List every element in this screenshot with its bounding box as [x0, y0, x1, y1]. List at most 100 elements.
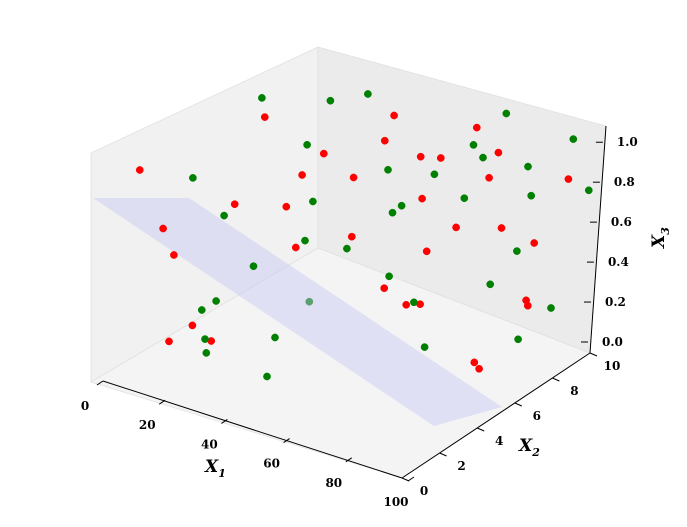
scatter-point [271, 333, 279, 342]
x-tick-mark [221, 418, 228, 424]
z-tick-label: 0.2 [605, 295, 626, 309]
scatter-point [201, 335, 209, 343]
scatter-point [230, 200, 239, 209]
scatter-point [584, 186, 593, 195]
scatter-point [388, 208, 397, 217]
scatter-point [410, 298, 418, 307]
scatter-point [301, 236, 309, 245]
y-tick-mark [439, 452, 447, 457]
scatter-point [249, 262, 258, 271]
scatter-point [165, 337, 173, 346]
scatter-point [384, 165, 392, 174]
scatter-point [220, 211, 228, 220]
scatter-point [436, 154, 445, 162]
scatter-point [305, 297, 314, 306]
scatter-point [524, 162, 532, 171]
scatter-point [309, 197, 317, 206]
scatter-point [502, 109, 511, 118]
x-tick-mark [158, 399, 166, 405]
scatter-point [402, 300, 411, 309]
scatter-point [470, 358, 479, 367]
scatter-point [343, 244, 351, 253]
scatter-point [197, 306, 206, 314]
x-axis-label-sub: 1 [218, 467, 226, 480]
x-tick-label: 40 [201, 437, 218, 451]
scatter-point [472, 123, 481, 132]
scatter-point [564, 175, 573, 183]
scatter-point [364, 90, 372, 98]
scatter-point [514, 335, 522, 344]
x-tick-mark [96, 380, 104, 386]
scatter-point [452, 223, 460, 232]
separating-plane [93, 198, 502, 426]
z-axis-label: X3 [649, 227, 672, 249]
z-axis-label-sub: 3 [659, 227, 672, 235]
scatter-point [347, 232, 356, 241]
z-tick-label: 1.0 [617, 135, 638, 149]
scatter-point [418, 194, 426, 203]
scatter-point [569, 135, 578, 143]
scatter-point [486, 280, 495, 289]
scatter-point [385, 272, 393, 281]
scatter-point [390, 111, 398, 120]
x-tick-label: 20 [139, 418, 156, 432]
scatter-point [494, 148, 503, 157]
z-axis-line [589, 125, 607, 354]
x-tick-label: 0 [81, 399, 89, 413]
scatter-point [422, 247, 431, 256]
scatter-point [469, 141, 478, 149]
y-axis-label: X2 [518, 436, 540, 459]
scatter-point [298, 171, 306, 179]
y-tick-label: 6 [533, 409, 541, 423]
x-axis-label: X1 [204, 457, 226, 480]
scatter-point [202, 349, 211, 357]
scatter-point [212, 297, 220, 305]
z-tick-label: 0.0 [602, 335, 623, 349]
scatter-point [263, 372, 271, 381]
z-tick-label: 0.4 [608, 255, 629, 269]
y-tick-mark [477, 427, 485, 432]
scatter-point [380, 284, 389, 293]
x-axis-line [102, 380, 403, 479]
scatter-point [397, 201, 406, 210]
y-axis-line [401, 352, 591, 479]
x-tick-label: 80 [325, 476, 342, 490]
scatter-point [135, 166, 144, 174]
x-tick-label: 60 [263, 457, 280, 471]
y-tick-label: 2 [457, 459, 465, 473]
scatter-point [479, 153, 487, 162]
y-tick-label: 8 [570, 384, 578, 398]
y-tick-mark [401, 477, 410, 482]
scatter-point [416, 152, 425, 161]
y-tick-label: 10 [604, 359, 621, 373]
scatter-point [530, 239, 539, 247]
scatter-point [485, 173, 493, 182]
z-tick-label: 0.6 [611, 215, 632, 229]
scatter-point [326, 96, 335, 105]
scatter-point [258, 94, 266, 102]
scatter-point [170, 251, 178, 259]
points-behind-plane [135, 90, 593, 373]
scatter-point [420, 343, 429, 351]
scatter-point [547, 304, 555, 312]
y-tick-mark [514, 402, 522, 407]
scatter-point [260, 113, 269, 121]
y-tick-label: 4 [495, 434, 503, 448]
x-tick-mark [407, 476, 415, 482]
y-axis-label-sub: 2 [531, 446, 540, 459]
scatter-point [159, 224, 167, 233]
scatter-point [380, 136, 389, 145]
ticks-layer: 0 20 40 60 80 100 0 2 4 6 8 10 0.0 0.2 0.4 0.6 0.8 1.0 [81, 135, 638, 509]
x-tick-mark [345, 457, 353, 463]
y-tick-mark [589, 352, 598, 357]
scatter-point [291, 243, 300, 252]
y-tick-label: 0 [420, 484, 428, 498]
x-tick-label: 100 [383, 495, 408, 509]
y-tick-mark [552, 377, 560, 382]
scatter-point [282, 202, 291, 211]
scatter-point [513, 247, 521, 255]
z-tick-label: 0.8 [614, 175, 635, 189]
scatter-point [497, 224, 506, 232]
scatter-point [349, 173, 358, 182]
scatter-point [188, 321, 197, 330]
